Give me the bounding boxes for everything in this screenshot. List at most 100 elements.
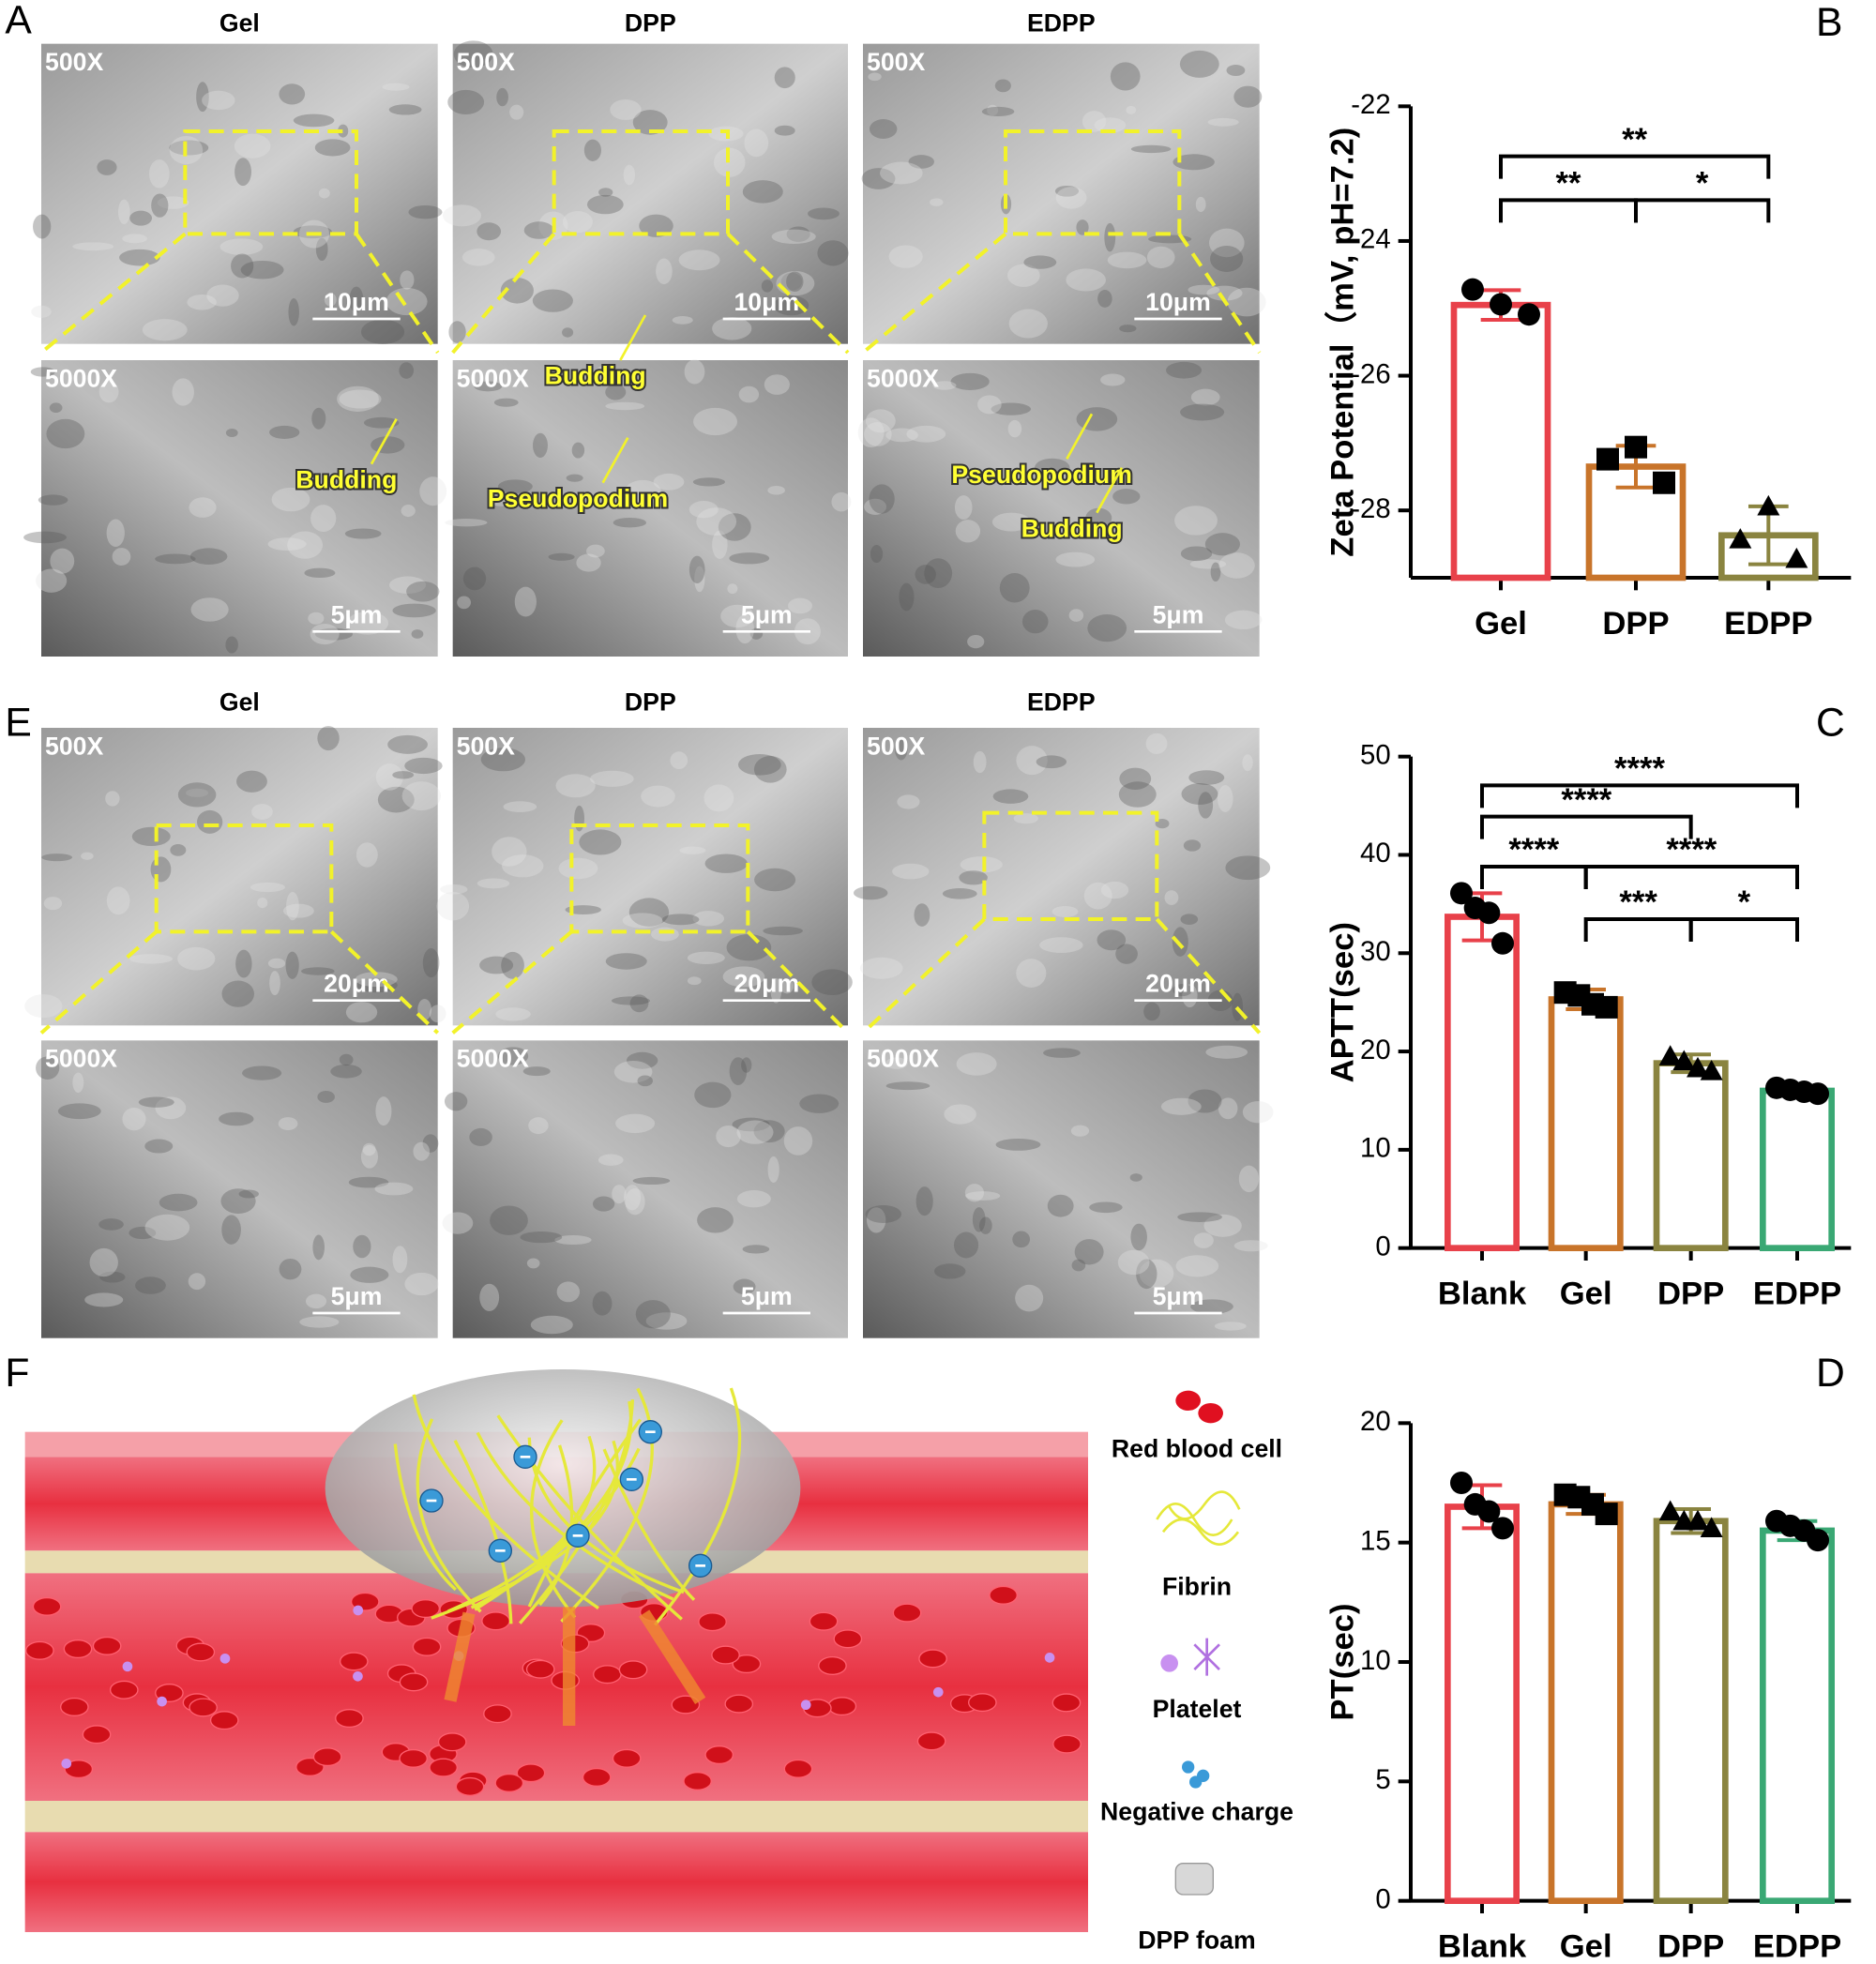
texture [360,319,405,345]
texture [242,1065,282,1080]
texture [868,72,882,82]
texture [737,753,781,776]
texture [767,485,785,495]
data-point [1450,1472,1473,1494]
texture [624,1185,642,1211]
texture [880,161,923,185]
texture [693,407,737,436]
texture [1174,506,1218,536]
texture [1068,609,1084,622]
texture [611,996,651,1005]
texture [155,1096,187,1120]
texture [613,1061,653,1083]
texture [865,409,896,433]
texture [131,826,171,847]
texture [1097,290,1112,308]
x-tick-label: Gel [1475,606,1527,642]
legend-label: Platelet [1153,1695,1242,1723]
texture [696,507,737,536]
texture [530,1315,573,1335]
significance-bracket [1499,198,1638,223]
legend-icon [1175,1390,1201,1411]
texture [356,977,398,993]
bar [1760,1087,1835,1251]
texture [353,1234,371,1259]
zoom-box [552,129,730,236]
texture [892,863,930,880]
texture [271,487,310,512]
vessel-layer [24,1801,1089,1833]
texture [348,1176,389,1188]
texture [1238,1165,1260,1193]
texture [388,576,427,595]
texture [509,104,524,120]
red-cell [892,1603,922,1623]
texture [41,854,73,862]
texture [448,321,466,343]
texture [523,221,554,239]
y-tick-label: 0 [1375,1231,1390,1261]
texture [346,612,389,635]
texture [514,586,537,617]
texture [235,949,252,978]
arrow [1066,413,1094,460]
red-cell [618,1660,648,1680]
texture [1164,890,1179,905]
zoom-line [861,917,986,1035]
platelet [353,1670,363,1682]
red-cell [683,1771,712,1790]
texture [995,1138,1041,1151]
sem-image [41,43,438,344]
texture [444,1092,468,1111]
magnification: 5000X [867,1045,939,1073]
texture [1218,1097,1238,1120]
texture [733,1278,756,1295]
texture [50,548,75,574]
texture [501,951,524,979]
red-cell [339,1652,369,1671]
texture [1190,388,1220,406]
texture [189,548,228,565]
texture [653,473,685,491]
red-cell [989,1585,1018,1605]
texture [477,222,502,241]
texture [196,809,223,834]
x-tick-label: DPP [1657,1928,1724,1964]
zoom-line [1177,233,1262,355]
texture [159,1193,198,1212]
significance-bracket [1480,814,1693,839]
texture [278,1117,298,1131]
data-point [1477,1500,1501,1523]
red-cell [671,1695,701,1715]
texture [177,946,216,971]
texture [1006,264,1040,287]
texture [955,520,981,543]
texture [555,774,596,798]
data-point [1658,1045,1682,1065]
texture [579,829,622,855]
texture [688,555,705,583]
sem-image [863,1040,1260,1338]
fibrin [560,1387,654,1624]
red-cell [209,1711,239,1730]
texture [1083,882,1112,910]
texture [142,319,188,341]
texture [991,512,1031,532]
texture [490,1205,528,1235]
sem-image [452,728,848,1026]
texture [190,597,229,622]
texture [282,903,314,918]
texture [122,234,147,244]
texture [1015,1284,1044,1312]
texture [1204,533,1240,556]
texture [1117,1249,1150,1276]
sem-image [452,43,848,344]
texture [1166,361,1203,379]
sem-image [452,360,848,657]
texture [632,1176,671,1186]
panel-letter: D [1816,1351,1845,1396]
texture [453,40,493,68]
texture [81,852,94,860]
red-cell [109,1680,139,1700]
